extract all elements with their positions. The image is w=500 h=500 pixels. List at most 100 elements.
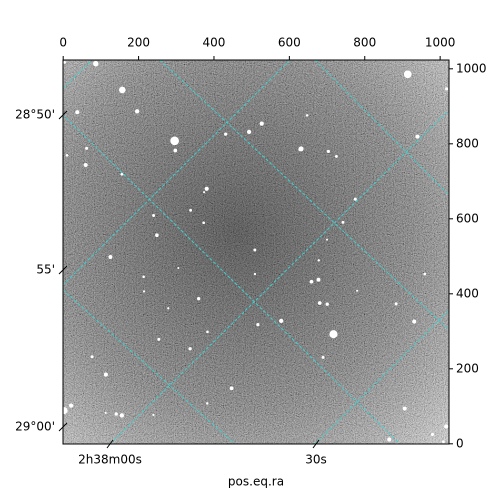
star <box>423 272 427 276</box>
star <box>415 134 420 139</box>
star <box>63 60 66 64</box>
star <box>103 372 108 377</box>
star <box>253 248 257 252</box>
ra-tick-label: 30s <box>305 453 327 467</box>
star <box>188 347 192 351</box>
star <box>173 148 178 153</box>
star <box>246 129 252 135</box>
grid-line <box>159 60 449 331</box>
star <box>170 136 179 146</box>
dec-tick <box>58 422 68 432</box>
y-tick-label: 400 <box>456 286 479 300</box>
star <box>442 440 445 444</box>
ra-tick-label: 2h38m00s <box>78 453 142 467</box>
star <box>206 330 209 334</box>
star <box>118 86 126 94</box>
star <box>63 407 68 415</box>
star <box>90 355 94 359</box>
star <box>68 403 74 408</box>
star <box>321 355 325 359</box>
star <box>142 275 145 279</box>
dec-tick <box>58 110 68 120</box>
star <box>326 149 330 153</box>
star <box>317 259 320 262</box>
star <box>189 208 193 212</box>
star <box>114 412 118 416</box>
x-tick-label: 200 <box>127 36 150 50</box>
grid-line <box>109 109 449 444</box>
coord-grid <box>63 60 449 444</box>
ra-tick <box>106 439 114 449</box>
y-tick-label: 1000 <box>456 61 487 75</box>
star <box>253 272 257 276</box>
x-tick-label: 1000 <box>425 36 456 50</box>
star <box>75 110 80 115</box>
star <box>177 266 180 270</box>
star <box>152 213 156 217</box>
star <box>305 114 309 117</box>
star <box>316 277 321 282</box>
star <box>134 109 140 114</box>
star <box>445 87 449 91</box>
stars <box>63 60 449 444</box>
x-tick-label: 400 <box>203 36 226 50</box>
star <box>119 413 125 418</box>
star <box>298 146 304 152</box>
x-tick-label: 600 <box>278 36 301 50</box>
star <box>402 406 407 411</box>
star <box>329 330 338 339</box>
grid-line <box>63 289 236 444</box>
star <box>412 319 417 324</box>
star <box>206 402 209 405</box>
star <box>167 307 170 310</box>
star <box>224 132 228 136</box>
star <box>256 322 260 327</box>
star <box>259 121 264 126</box>
star <box>120 172 124 176</box>
star <box>142 290 146 293</box>
star <box>93 60 99 67</box>
star <box>279 318 284 324</box>
grid-line <box>63 60 93 89</box>
dec-tick-label: 55' <box>36 263 55 277</box>
vignette <box>63 60 449 444</box>
star <box>203 191 206 194</box>
star <box>196 296 201 301</box>
ra-tick <box>312 439 320 449</box>
grid-line <box>63 114 401 444</box>
star <box>353 197 357 201</box>
star <box>229 386 234 391</box>
dec-tick <box>58 265 68 275</box>
star <box>334 154 338 158</box>
star <box>104 411 107 414</box>
grid-line <box>314 309 449 444</box>
star <box>152 413 155 416</box>
y-tick-label: 200 <box>456 361 479 375</box>
dec-tick-label: 28°50' <box>15 108 55 122</box>
y-tick-label: 0 <box>456 436 464 450</box>
x-tick-label: 800 <box>353 36 376 50</box>
x-tick-label: 0 <box>59 36 67 50</box>
star <box>430 432 435 437</box>
star <box>387 437 392 442</box>
star <box>204 186 209 191</box>
y-tick-label: 800 <box>456 136 479 150</box>
star <box>444 424 449 429</box>
y-tick-label: 600 <box>456 211 479 225</box>
star <box>403 70 412 79</box>
star <box>341 220 345 224</box>
star <box>394 302 398 306</box>
star <box>155 233 159 238</box>
frame <box>62 59 450 445</box>
star <box>157 337 161 341</box>
star <box>85 146 89 150</box>
star <box>356 289 359 292</box>
grid-line <box>314 60 449 196</box>
x-label: pos.eq.ra <box>228 475 284 489</box>
star <box>202 221 206 225</box>
star <box>317 301 322 305</box>
grid-line <box>63 60 291 286</box>
dec-tick-label: 29°00' <box>15 420 55 434</box>
image <box>63 60 449 444</box>
